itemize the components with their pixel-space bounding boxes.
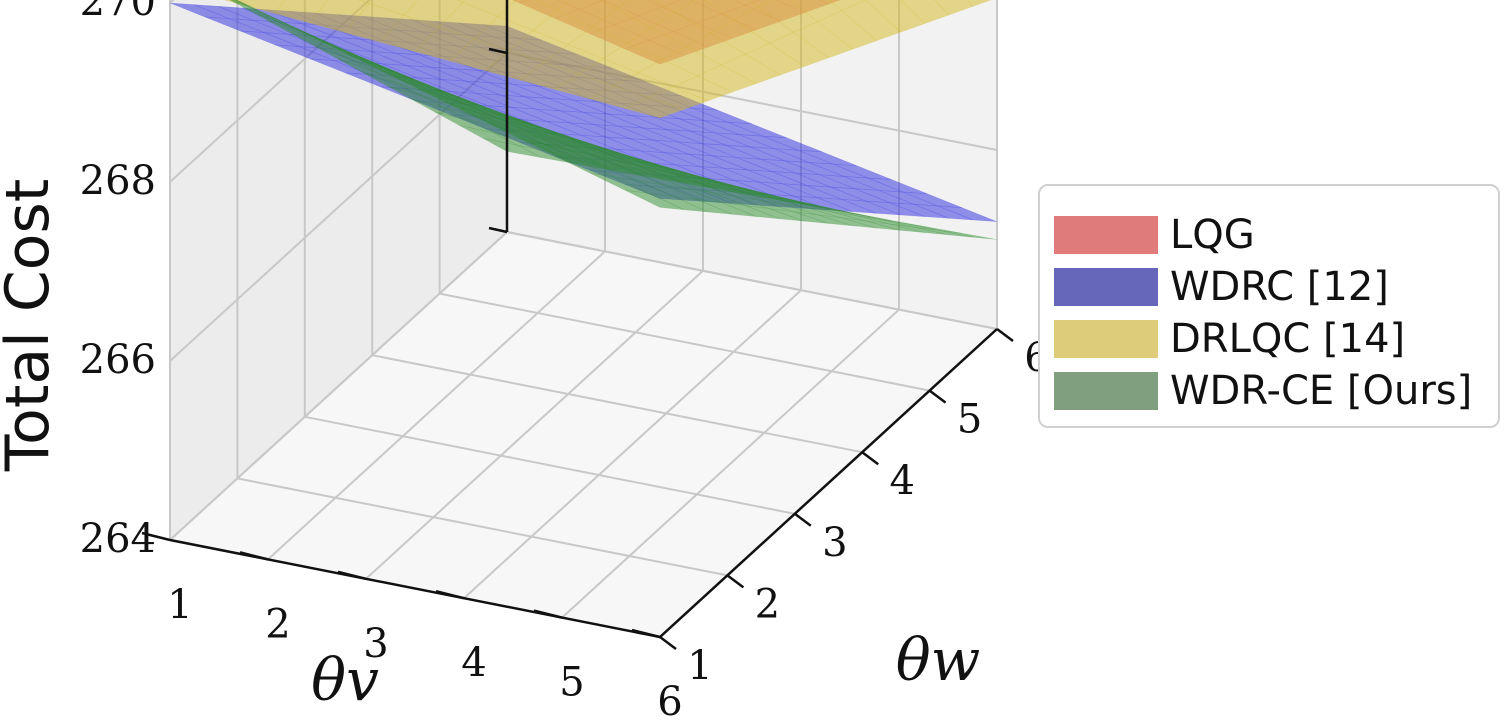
tick-labels: 123456123456264266268270272274 (80, 0, 1050, 724)
legend: LQG WDRC [12] DRLQC [14] WDR-CE [Ours] (1038, 184, 1500, 428)
surface-cell (966, 0, 992, 7)
z-tick-label: 266 (80, 337, 156, 383)
x-tick-label: 2 (265, 601, 290, 647)
y-tick-label: 1 (687, 643, 712, 689)
y-tick (794, 512, 812, 527)
x-tick-label: 3 (363, 621, 388, 667)
surface-cell (456, 0, 466, 3)
x-tick-label: 6 (657, 679, 682, 724)
surface-cell (239, 0, 286, 14)
legend-item-drlqc: DRLQC [14] (1054, 316, 1406, 362)
y-tick-label: 2 (755, 581, 780, 627)
z-tick (488, 47, 508, 55)
grid-line (169, 231, 508, 541)
x-tick (337, 570, 367, 581)
floor-pane (170, 232, 997, 637)
surfaces (169, 0, 998, 240)
legend-swatch (1054, 268, 1158, 306)
grid-line (506, 231, 998, 330)
legend-swatch (1054, 320, 1158, 358)
x-tick-label: 4 (461, 640, 486, 686)
x-tick-label: 5 (559, 660, 584, 706)
legend-item-wdr-ce: WDR-CE [Ours] (1054, 368, 1473, 414)
x-tick (631, 628, 661, 639)
surface-drlqc-14 (223, 0, 992, 119)
legend-swatch (1054, 216, 1158, 254)
y-tick-label: 4 (889, 458, 914, 504)
grid-line (237, 477, 728, 577)
surface-cell (358, 0, 373, 4)
surface-cell (274, 0, 329, 24)
x-tick (141, 531, 171, 542)
z-tick (488, 226, 508, 234)
grid-line (463, 289, 802, 599)
y-tick (928, 389, 947, 404)
z-axis-label: Total Cost (0, 179, 63, 473)
grid-line (372, 354, 863, 454)
surface-cell (624, 189, 685, 210)
x-tick (435, 589, 465, 600)
surface-cell (748, 0, 772, 8)
surface-cell (368, 0, 419, 16)
side-pane (170, 0, 507, 540)
legend-label: WDRC [12] (1170, 264, 1389, 310)
z-tick-label: 270 (80, 0, 156, 25)
y-axis-label: θw (896, 626, 981, 694)
y-tick (861, 451, 879, 466)
grid-line (267, 250, 606, 561)
legend-swatch (1054, 372, 1158, 410)
grid-line (365, 270, 704, 580)
y-tick-label: 3 (822, 520, 847, 566)
z-tick-label: 264 (80, 516, 156, 562)
surface-cell (913, 226, 973, 238)
legend-item-wdrc: WDRC [12] (1054, 264, 1389, 310)
grid-line (304, 415, 795, 515)
y-tick (726, 574, 745, 589)
surface-wdr-ce-ours (229, 0, 998, 240)
legend-label: WDR-CE [Ours] (1170, 368, 1473, 414)
y-tick (996, 328, 1014, 342)
x-axis-label: θv (311, 646, 379, 714)
surface-cell (624, 97, 685, 119)
x-tick-label: 1 (167, 582, 192, 628)
x-tick (533, 609, 563, 619)
legend-label: LQG (1170, 212, 1255, 258)
y-tick (659, 636, 677, 650)
y-axis-line (659, 328, 998, 638)
legend-item-lqg: LQG (1054, 212, 1255, 258)
legend-label: DRLQC [14] (1170, 316, 1406, 362)
y-tick-label: 5 (957, 397, 982, 443)
grid-line (439, 292, 930, 392)
surface-cell (462, 0, 517, 17)
z-tick-label: 268 (80, 158, 156, 204)
grid-line (561, 308, 900, 619)
x-tick (239, 551, 269, 561)
